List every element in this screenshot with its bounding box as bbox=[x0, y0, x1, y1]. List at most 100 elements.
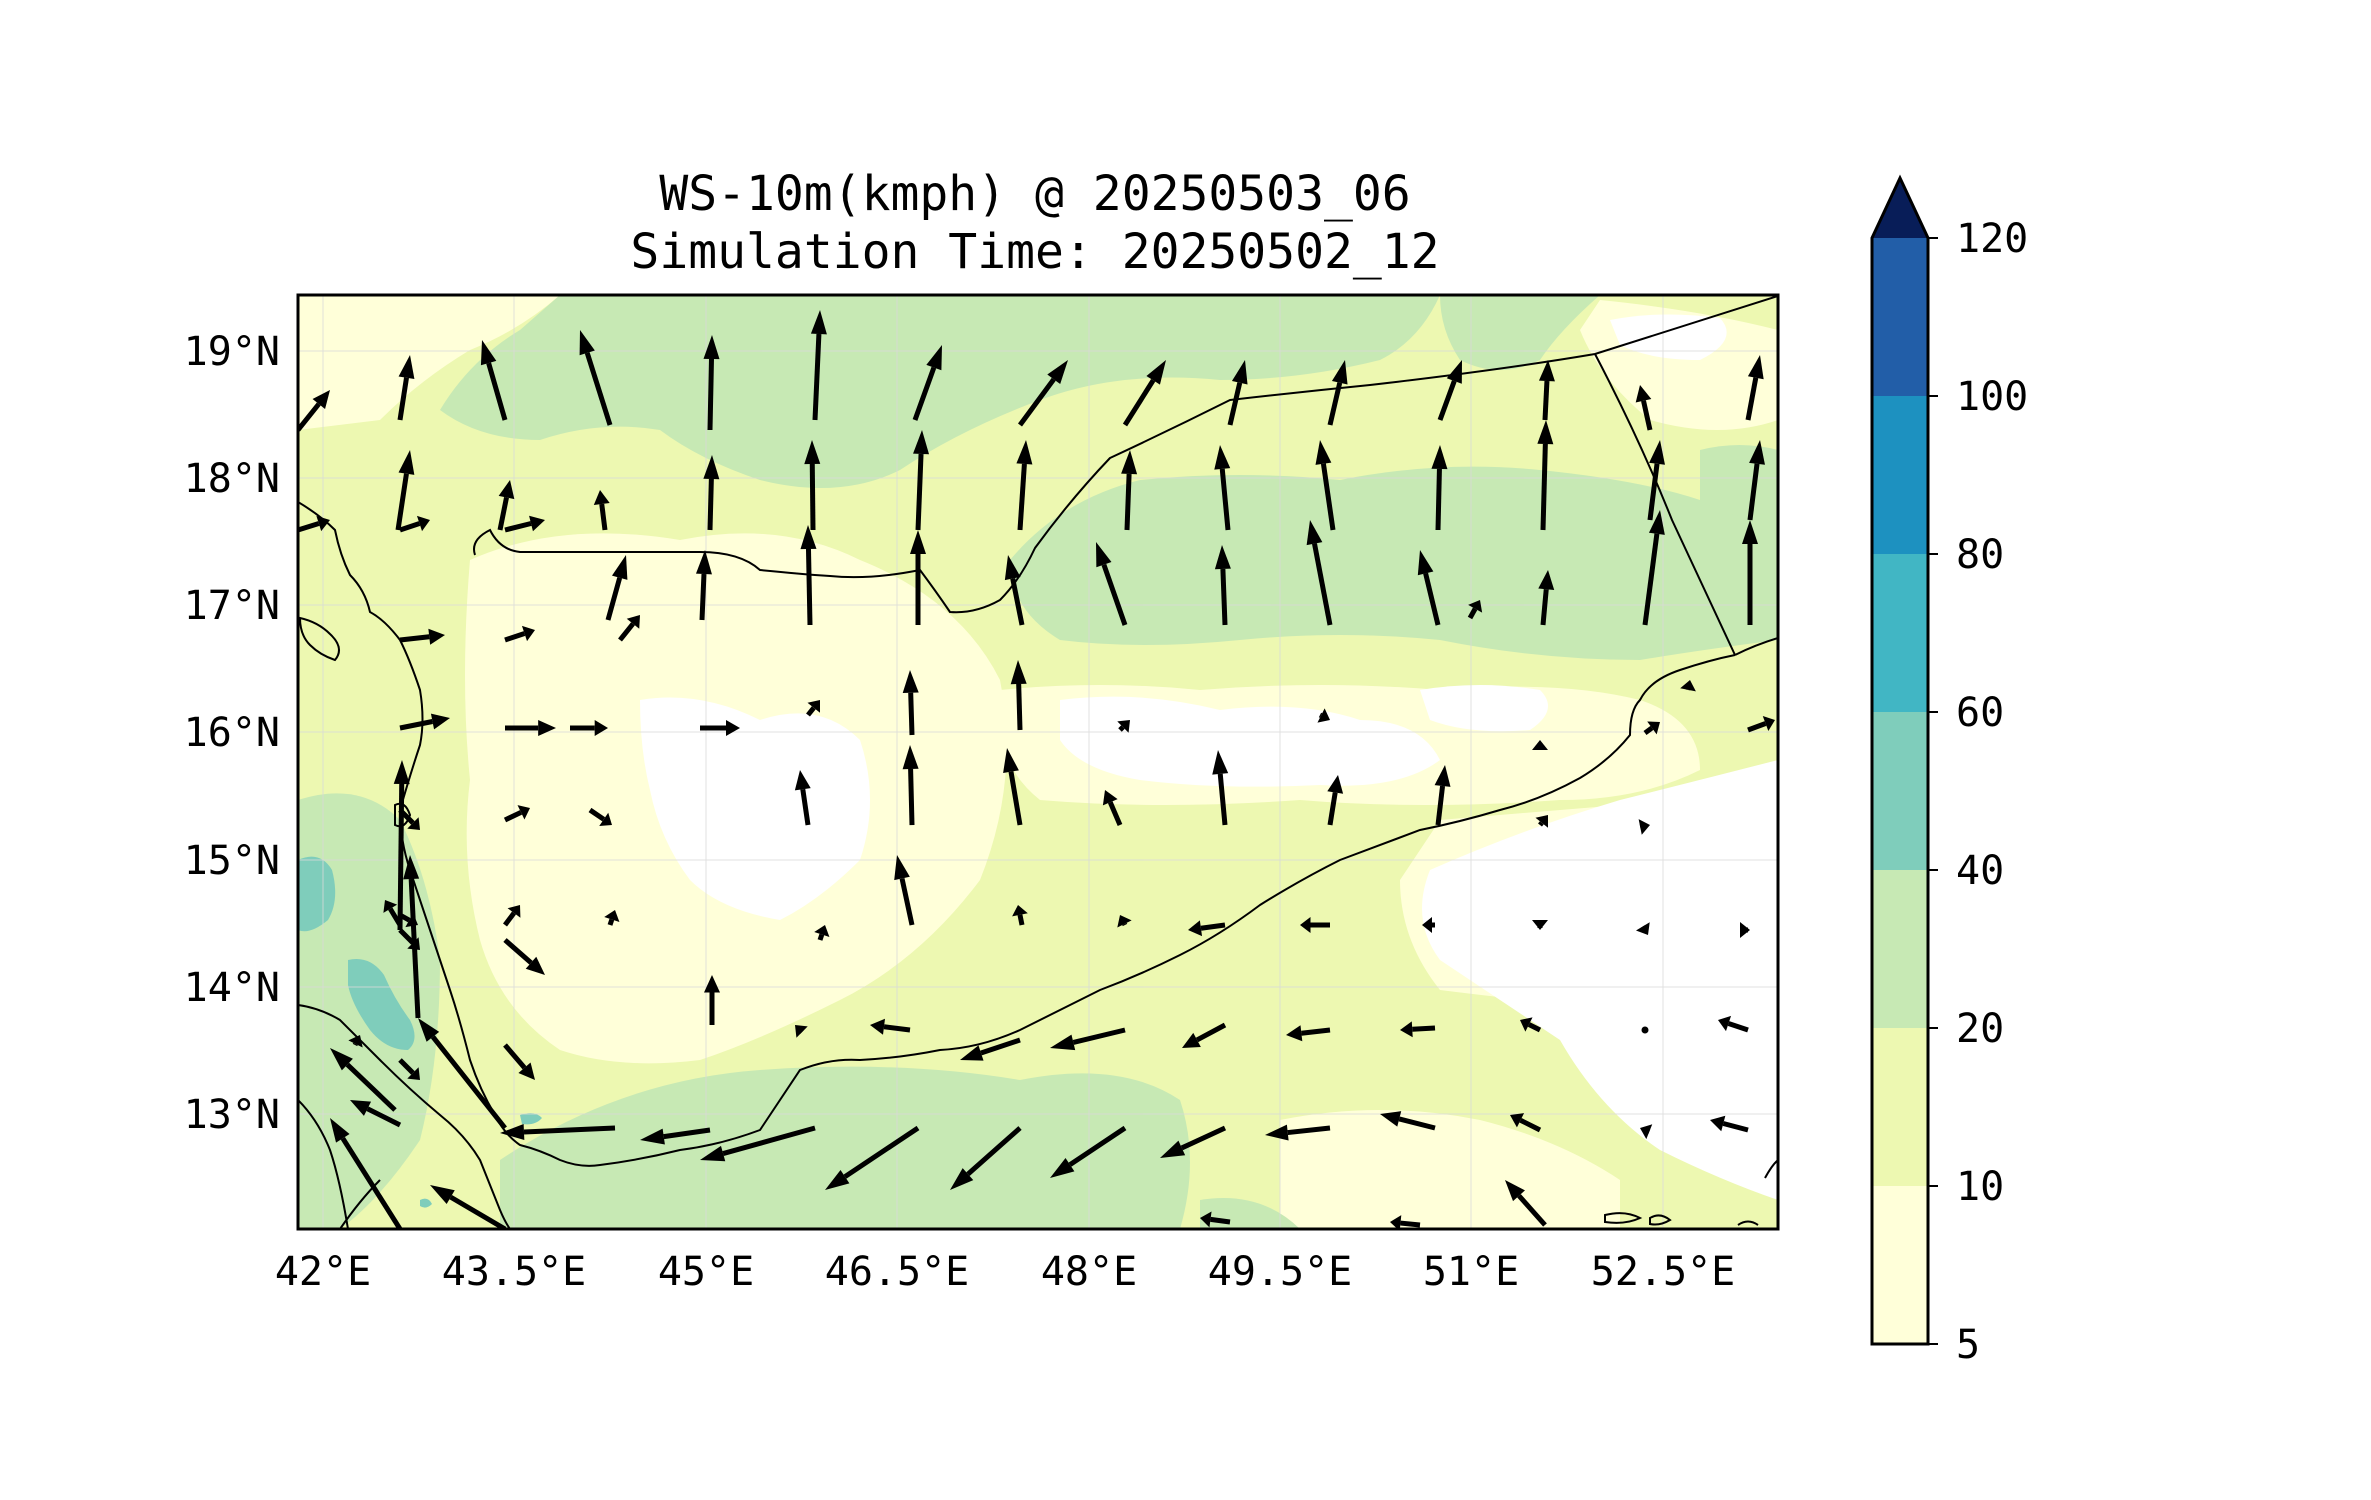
wind-vector bbox=[1538, 821, 1544, 827]
wind-vector-head bbox=[599, 812, 612, 826]
wind-vector-head bbox=[416, 515, 430, 532]
colorbar-extend-arrow bbox=[1872, 178, 1928, 238]
wind-vector bbox=[1437, 380, 1457, 421]
wind-vector-head bbox=[604, 910, 620, 923]
wind-vector-head bbox=[1710, 1115, 1726, 1132]
wind-vector-head bbox=[825, 1170, 850, 1190]
lon-axis: 42°E 43.5°E 45°E 46.5°E 48°E 49.5°E 51°E… bbox=[275, 1249, 1735, 1295]
wind-vector bbox=[1287, 1125, 1331, 1136]
wind-vector bbox=[1180, 1125, 1227, 1151]
wind-vector-head bbox=[960, 1045, 984, 1061]
wind-vector bbox=[1519, 1118, 1542, 1133]
wind-vector bbox=[504, 521, 532, 533]
wind-vector bbox=[1527, 1022, 1542, 1033]
wind-vector-head bbox=[538, 720, 556, 736]
wind-vector bbox=[1219, 468, 1231, 531]
wind-vector-head bbox=[1200, 1211, 1212, 1228]
wind-vector bbox=[980, 1037, 1021, 1056]
wind-vector bbox=[398, 928, 415, 945]
lon-tick-label: 49.5°E bbox=[1208, 1249, 1353, 1295]
wind-vector-head bbox=[1315, 440, 1332, 465]
colorbar-label: 5 bbox=[1956, 1322, 1980, 1368]
wind-vector-head bbox=[312, 390, 330, 409]
wind-vector-head bbox=[330, 1048, 353, 1071]
field-lt5 bbox=[640, 314, 1778, 1200]
coastlines-borders bbox=[298, 295, 1778, 1229]
wind-vector bbox=[1017, 914, 1025, 926]
wind-vector-head bbox=[1538, 360, 1555, 382]
wind-vector bbox=[1327, 792, 1338, 826]
wind-vector-head bbox=[913, 430, 930, 455]
wind-vector-head bbox=[807, 700, 820, 713]
wind-vector-head bbox=[1214, 545, 1231, 570]
lon-tick-label: 48°E bbox=[1041, 1249, 1137, 1295]
wind-vector bbox=[912, 366, 937, 421]
wind-vector bbox=[1641, 1026, 1649, 1034]
wind-vector-head bbox=[1535, 815, 1548, 828]
wind-vector bbox=[1017, 463, 1027, 531]
colorbar-label: 10 bbox=[1956, 1164, 2004, 1210]
wind-vector bbox=[1747, 463, 1760, 521]
lon-tick-label: 42°E bbox=[275, 1249, 371, 1295]
lon-tick-label: 52.5°E bbox=[1591, 1249, 1736, 1295]
wind-vector bbox=[1643, 725, 1654, 736]
field-20-40 bbox=[298, 295, 1778, 1229]
wind-vector bbox=[800, 788, 811, 826]
wind-vector-head bbox=[1417, 550, 1434, 576]
wind-vector bbox=[1118, 725, 1125, 732]
lon-tick-label: 43.5°E bbox=[442, 1249, 587, 1295]
wind-vector bbox=[408, 878, 421, 1019]
colorbar-segment bbox=[1872, 1186, 1928, 1344]
wind-vector bbox=[1195, 1022, 1227, 1043]
wind-vector bbox=[399, 719, 433, 731]
wind-vector bbox=[398, 1058, 415, 1075]
wind-vector-head bbox=[640, 1128, 665, 1145]
colorbar-ticks bbox=[1928, 237, 1938, 1345]
wind-vector-head bbox=[814, 925, 830, 938]
wind-vector-head bbox=[870, 1018, 885, 1035]
wind-vector-head bbox=[1231, 360, 1248, 385]
wind-vector bbox=[1423, 572, 1441, 626]
colorbar-segment bbox=[1872, 238, 1928, 396]
wind-vector bbox=[588, 807, 606, 822]
wind-vector bbox=[430, 1035, 507, 1130]
wind-vector bbox=[397, 783, 405, 931]
lat-axis: 19°N 18°N 17°N 16°N 15°N 14°N 13°N bbox=[184, 329, 280, 1138]
wind-vector-head bbox=[626, 615, 640, 629]
wind-vector-head bbox=[594, 720, 608, 736]
title-line-2: Simulation Time: 20250502_12 bbox=[630, 224, 1439, 280]
wind-vector-head bbox=[695, 550, 712, 575]
wind-vector-head bbox=[1434, 765, 1451, 787]
gridlines bbox=[298, 295, 1778, 1229]
wind-vector-head bbox=[1638, 819, 1650, 835]
wind-vector-head bbox=[1117, 915, 1132, 928]
wind-vector-head bbox=[1532, 740, 1548, 750]
colorbar-segment bbox=[1872, 712, 1928, 870]
wind-vector bbox=[298, 521, 320, 533]
wind-vector-head bbox=[398, 355, 415, 379]
map-panel bbox=[298, 295, 1778, 1229]
wind-vector-head bbox=[1747, 355, 1764, 380]
wind-vector bbox=[1200, 922, 1226, 931]
wind-vector-head bbox=[1016, 440, 1033, 465]
wind-vector bbox=[707, 358, 714, 431]
wind-vector bbox=[843, 1125, 920, 1179]
wind-vector bbox=[399, 634, 430, 643]
wind-vector-head bbox=[1532, 920, 1548, 930]
colorbar-segment bbox=[1872, 554, 1928, 712]
wind-vector-head bbox=[518, 1062, 535, 1080]
wind-vector-head bbox=[507, 905, 521, 918]
wind-vector-head bbox=[611, 555, 628, 580]
wind-vector-head bbox=[1012, 905, 1028, 917]
lat-tick-label: 18°N bbox=[184, 456, 280, 502]
wind-vector-head bbox=[418, 1018, 440, 1042]
wind-vector bbox=[1517, 1194, 1547, 1227]
wind-vector-head bbox=[1400, 1021, 1413, 1038]
wind-vector-head bbox=[1214, 445, 1231, 470]
wind-vector-head bbox=[703, 455, 720, 480]
colorbar-label: 120 bbox=[1956, 216, 2028, 262]
wind-vector-head bbox=[1096, 542, 1112, 568]
wind-vector bbox=[1540, 589, 1549, 626]
wind-vector bbox=[1016, 683, 1023, 731]
wind-vector bbox=[1320, 463, 1336, 531]
